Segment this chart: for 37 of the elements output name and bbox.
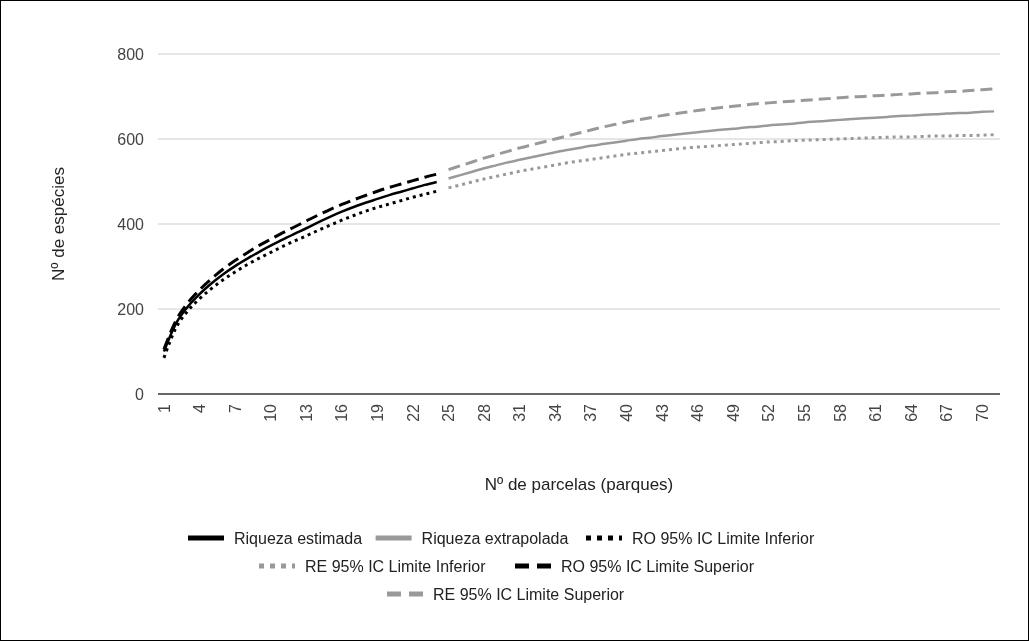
y-tick-label: 800 <box>117 45 145 63</box>
legend-label: RO 95% IC Limite Inferior <box>632 529 815 547</box>
x-tick-label: 40 <box>618 403 636 422</box>
x-tick-label: 58 <box>831 403 849 422</box>
x-tick-label: 19 <box>368 403 386 422</box>
x-tick-label: 25 <box>440 403 458 422</box>
y-tick-label: 400 <box>117 215 145 233</box>
x-tick-label: 4 <box>191 403 209 413</box>
x-tick-label: 52 <box>760 403 778 422</box>
x-tick-label: 55 <box>795 403 813 422</box>
x-tick-label: 22 <box>404 403 422 422</box>
x-tick-label: 46 <box>689 403 707 422</box>
x-tick-label: 13 <box>297 403 315 422</box>
x-tick-label: 70 <box>973 403 991 422</box>
x-tick-label: 64 <box>902 403 920 422</box>
legend-label: Riqueza extrapolada <box>421 529 569 547</box>
x-tick-label: 43 <box>653 403 671 422</box>
x-axis-title: Nº de parcelas (parques) <box>484 475 674 494</box>
x-tick-label: 67 <box>938 403 956 422</box>
x-tick-label: 16 <box>333 403 351 422</box>
y-axis-title: Nº de espécies <box>49 167 68 281</box>
y-tick-label: 0 <box>135 385 145 403</box>
y-tick-label: 200 <box>117 300 145 318</box>
legend-label: RE 95% IC Limite Superior <box>433 585 625 603</box>
y-tick-label: 600 <box>117 130 145 148</box>
x-tick-label: 61 <box>867 403 885 422</box>
x-tick-label: 37 <box>582 403 600 422</box>
x-tick-label: 34 <box>546 403 564 422</box>
x-tick-label: 31 <box>511 403 529 422</box>
legend-label: RE 95% IC Limite Inferior <box>305 557 487 575</box>
legend-label: Riqueza estimada <box>234 529 363 547</box>
x-tick-label: 7 <box>226 403 244 413</box>
x-tick-label: 49 <box>724 403 742 422</box>
x-tick-label: 28 <box>475 403 493 422</box>
x-tick-label: 1 <box>155 403 173 413</box>
legend-label: RO 95% IC Limite Superior <box>561 557 755 575</box>
x-tick-label: 10 <box>262 403 280 422</box>
